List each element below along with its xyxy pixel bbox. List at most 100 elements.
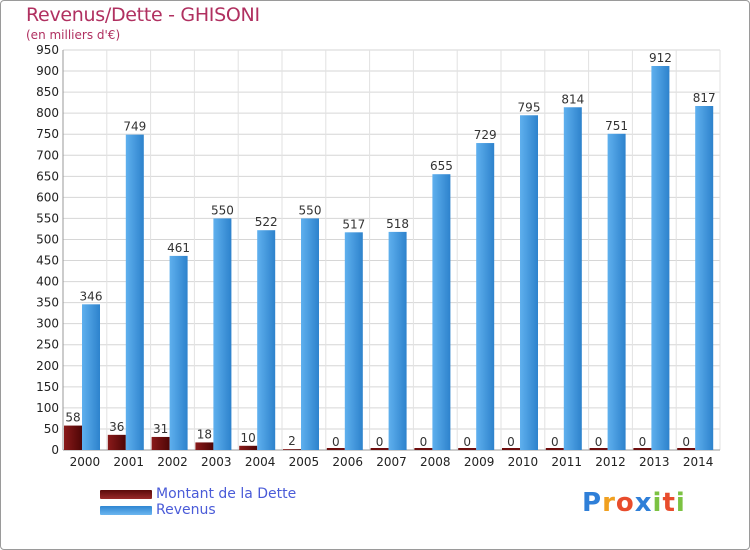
data-label-dette-2003: 18 xyxy=(197,427,212,441)
y-tick-label: 750 xyxy=(36,127,59,141)
data-label-revenus-2013: 912 xyxy=(649,51,672,65)
data-label-revenus-2010: 795 xyxy=(518,100,541,114)
bar-dette-2000 xyxy=(64,425,82,450)
x-tick-label: 2014 xyxy=(683,455,714,469)
y-tick-label: 850 xyxy=(36,85,59,99)
logo-letter: x xyxy=(634,488,653,518)
data-label-dette-2011: 0 xyxy=(551,435,559,449)
x-tick-label: 2013 xyxy=(639,455,670,469)
legend-swatch-dette xyxy=(100,489,152,499)
y-tick-label: 50 xyxy=(44,422,59,436)
data-label-dette-2001: 36 xyxy=(109,420,124,434)
data-label-dette-2000: 58 xyxy=(65,411,80,425)
data-label-revenus-2008: 655 xyxy=(430,159,453,173)
data-labels: 58 346 36 749 31 461 18 550 10 522 2 550 0 517 0 518 0 65… xyxy=(65,51,715,449)
data-label-dette-2005: 2 xyxy=(288,434,296,448)
y-tick-label: 150 xyxy=(36,380,59,394)
x-tick-label: 2006 xyxy=(332,455,363,469)
y-tick-label: 400 xyxy=(36,275,59,289)
data-label-revenus-2001: 749 xyxy=(123,120,146,134)
bar-dette-2002 xyxy=(151,436,170,450)
bar-dette-baseline-2009 xyxy=(458,448,477,450)
x-tick-label: 2003 xyxy=(201,455,232,469)
bar-dette-baseline-2012 xyxy=(589,448,608,450)
y-axis-tick-labels: 0 50 100 150 200 250 300 350 400 450 500 550 600 650 7… xyxy=(36,43,59,457)
data-label-revenus-2014: 817 xyxy=(693,91,716,105)
bar-dette-2003 xyxy=(195,442,214,450)
x-tick-label: 2002 xyxy=(157,455,188,469)
x-tick-label: 2005 xyxy=(289,455,320,469)
y-tick-label: 650 xyxy=(36,169,59,183)
bar-revenus-2013 xyxy=(651,66,670,450)
y-tick-label: 950 xyxy=(36,43,59,57)
data-label-revenus-2003: 550 xyxy=(211,203,234,217)
logo-letter: t xyxy=(662,488,676,518)
data-label-dette-2006: 0 xyxy=(332,435,340,449)
y-tick-label: 250 xyxy=(36,338,59,352)
legend-label-revenus: Revenus xyxy=(156,502,216,518)
bar-dette-baseline-2013 xyxy=(633,448,652,450)
bar-dette-baseline-2008 xyxy=(414,448,433,450)
x-axis-tick-labels: 2000 2001 2002 2003 2004 2005 2006 2007 2008 2009… xyxy=(70,455,714,469)
y-tick-label: 200 xyxy=(36,359,59,373)
y-tick-label: 900 xyxy=(36,64,59,78)
y-tick-label: 500 xyxy=(36,232,59,246)
data-label-revenus-2005: 550 xyxy=(299,203,322,217)
legend-swatch-revenus xyxy=(100,505,152,515)
data-label-dette-2014: 0 xyxy=(682,435,690,449)
logo-letter: i xyxy=(675,488,686,518)
bar-revenus-2014 xyxy=(695,106,714,450)
bar-revenus-2003 xyxy=(213,218,232,450)
bar-revenus-2001 xyxy=(125,134,144,450)
bar-dette-baseline-2011 xyxy=(545,448,564,450)
bar-dette-2005 xyxy=(283,449,301,450)
x-tick-label: 2008 xyxy=(420,455,451,469)
data-label-revenus-2009: 729 xyxy=(474,128,497,142)
x-tick-label: 2009 xyxy=(464,455,495,469)
data-label-dette-2007: 0 xyxy=(376,435,384,449)
y-tick-label: 100 xyxy=(36,401,59,415)
logo-letter: i xyxy=(652,488,663,518)
bar-dette-baseline-2006 xyxy=(326,448,345,450)
y-tick-label: 450 xyxy=(36,254,59,268)
data-label-revenus-2004: 522 xyxy=(255,215,278,229)
data-label-dette-2010: 0 xyxy=(507,435,515,449)
bar-revenus-2002 xyxy=(169,255,188,450)
logo-letter: P xyxy=(582,488,603,518)
y-tick-label: 300 xyxy=(36,317,59,331)
data-label-dette-2012: 0 xyxy=(595,435,603,449)
data-label-revenus-2006: 517 xyxy=(342,217,365,231)
data-label-dette-2008: 0 xyxy=(420,435,428,449)
bar-revenus-2008 xyxy=(432,174,451,451)
logo-letter: r xyxy=(602,488,616,518)
bar-revenus-2009 xyxy=(476,143,495,451)
data-label-revenus-2012: 751 xyxy=(605,119,628,133)
data-label-dette-2013: 0 xyxy=(639,435,647,449)
bar-dette-baseline-2007 xyxy=(370,448,389,450)
bar-revenus-2012 xyxy=(607,133,626,450)
proxiti-logo: Proxiti xyxy=(582,488,686,518)
legend-item-dette: Montant de la Dette xyxy=(100,486,296,502)
data-label-revenus-2007: 518 xyxy=(386,217,409,231)
legend-label-dette: Montant de la Dette xyxy=(156,486,297,502)
bar-revenus-2005 xyxy=(301,218,319,450)
data-label-dette-2002: 31 xyxy=(153,422,168,436)
chart-title: Revenus/Dette - GHISONI xyxy=(26,4,260,26)
y-tick-label: 600 xyxy=(36,190,59,204)
bar-dette-baseline-2014 xyxy=(677,448,696,450)
legend-item-revenus: Revenus xyxy=(100,502,296,518)
x-tick-label: 2007 xyxy=(376,455,407,469)
x-tick-label: 2000 xyxy=(70,455,101,469)
chart-subtitle: (en milliers d'€) xyxy=(26,28,121,42)
legend: Montant de la Dette Revenus xyxy=(100,486,296,518)
bar-revenus-2011 xyxy=(563,107,582,451)
logo-letter: o xyxy=(615,488,635,518)
bar-dette-2001 xyxy=(107,434,126,450)
y-tick-label: 700 xyxy=(36,148,59,162)
y-tick-label: 350 xyxy=(36,296,59,310)
y-tick-label: 800 xyxy=(36,106,59,120)
bar-dette-2004 xyxy=(239,445,258,450)
y-tick-label: 0 xyxy=(51,443,59,457)
data-label-revenus-2002: 461 xyxy=(167,241,190,255)
